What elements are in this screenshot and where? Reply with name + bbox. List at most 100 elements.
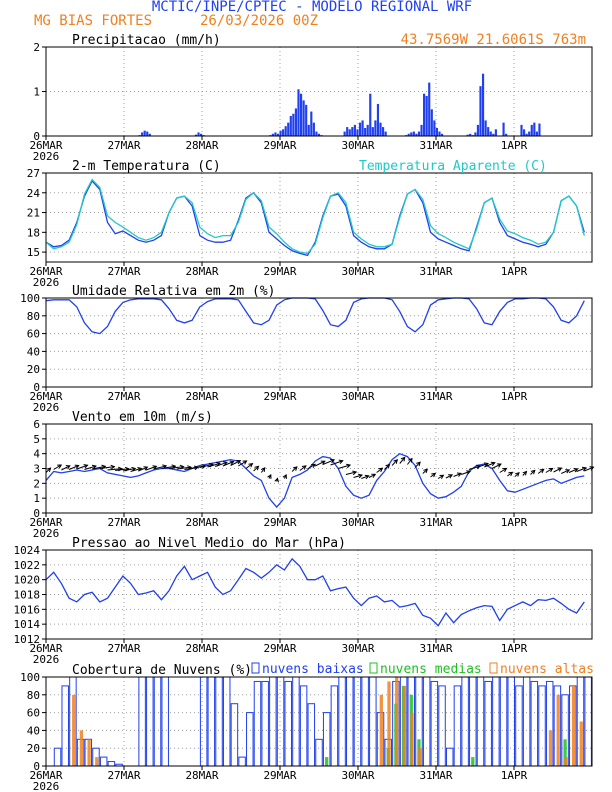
cloud-bar-low <box>515 685 523 767</box>
cloud-bar-low <box>369 676 377 767</box>
wind-arrow-head <box>229 460 235 465</box>
wind-arrow <box>76 464 88 470</box>
wind-arrow <box>537 468 544 474</box>
cloud-legend-box <box>369 662 378 674</box>
clouds-ytick-label: 80 <box>27 689 40 702</box>
precip-bar <box>361 120 364 136</box>
precip-bar <box>307 124 310 136</box>
wind-arrow <box>122 468 136 472</box>
pres-ytick-label: 1016 <box>14 603 41 616</box>
pres-xtick-label: 1APR <box>501 642 528 655</box>
wind-xtick-label: 29MAR <box>263 516 296 529</box>
wind-arrow <box>61 465 71 471</box>
rh-xtick-label: 31MAR <box>419 390 452 403</box>
precip-bar <box>317 133 321 136</box>
precip-bar <box>417 131 421 136</box>
wind-arrow-head <box>83 464 89 469</box>
clouds-xtick-label: 1APR <box>501 769 528 782</box>
temp-xtick-label: 1APR <box>501 265 528 278</box>
cloud-bar-high <box>79 730 84 766</box>
precip-bar <box>492 133 495 136</box>
precip-bar <box>310 111 313 136</box>
cloud-bar-low <box>461 676 469 767</box>
cloud-bar-low <box>492 676 500 767</box>
rh-ytick-label: 20 <box>27 363 40 376</box>
precip-bar <box>292 113 295 136</box>
wind-arrow-head <box>515 471 520 477</box>
precip-bar <box>489 131 492 136</box>
wind-arrow <box>161 465 176 469</box>
precip-bar <box>376 103 380 136</box>
pres-ytick-label: 1014 <box>14 618 41 631</box>
wind-arrow-head <box>236 460 242 465</box>
precip-bar <box>369 93 372 136</box>
wind-arrow-head <box>408 457 413 463</box>
wind-arrow-head <box>143 466 149 471</box>
precip-xtick-label: 1APR <box>501 139 528 152</box>
wind-arrow <box>353 474 363 478</box>
wind-arrow-head <box>364 474 370 480</box>
precip-bar <box>346 127 349 136</box>
cloud-bar-low <box>222 676 231 767</box>
wind-arrow-head <box>242 460 248 465</box>
cloud-bar-mid <box>325 757 329 766</box>
wind-arrow-head <box>378 467 384 473</box>
cloud-bar-low <box>276 676 285 767</box>
wind-arrow <box>291 466 298 472</box>
cloud-bar-low <box>530 680 539 767</box>
precip-bar <box>415 133 418 136</box>
rh-title: Umidade Relativa em 2m (%) <box>72 284 276 299</box>
cloud-bar-low <box>61 685 69 767</box>
cloud-bar-low <box>353 676 362 767</box>
wind-arrow-head <box>530 469 536 475</box>
pres-ytick-label: 1012 <box>14 633 41 646</box>
wind-title: Vento em 10m (m/s) <box>72 410 213 425</box>
wind-arrow <box>461 470 471 475</box>
wind-arrow <box>491 463 502 469</box>
precip-bar <box>423 93 426 136</box>
clouds-title: Cobertura de Nuvens (%) <box>72 663 252 678</box>
pres-xtick-label: 27MAR <box>107 642 140 655</box>
rh-series-line-0 <box>45 297 585 335</box>
wind-arrow-head <box>439 474 445 480</box>
wind-arrow <box>484 462 495 468</box>
precip-bar <box>528 131 531 136</box>
rh-ytick-label: 0 <box>33 381 40 394</box>
cloud-bar-low <box>430 680 439 767</box>
cloud-bar-low <box>453 685 462 767</box>
cloud-legend-box <box>251 662 260 674</box>
wind-arrow <box>445 474 453 479</box>
precip-bar <box>435 127 438 136</box>
precip-bar <box>520 124 523 136</box>
wind-arrow-head <box>565 469 571 474</box>
precip-bar <box>197 132 200 136</box>
wind-arrow-head <box>267 473 272 479</box>
cloud-bar-low <box>284 680 292 767</box>
wind-arrow-head <box>385 463 391 469</box>
wind-arrow-head <box>357 473 363 479</box>
wind-arrow <box>237 460 247 467</box>
wind-arrow-head <box>466 470 472 475</box>
wind-arrow-head <box>352 470 358 476</box>
wind-ytick-label: 5 <box>33 433 40 446</box>
precip-bar <box>533 122 536 136</box>
precip-bar <box>279 130 282 136</box>
wind-xtick-year: 2026 <box>33 527 60 540</box>
clouds-xtick-label: 27MAR <box>107 769 140 782</box>
precip-bar <box>466 134 469 136</box>
clouds-xtick-label: 29MAR <box>263 769 296 782</box>
cloud-bar-low <box>476 676 485 767</box>
wind-arrow-head <box>502 467 508 473</box>
wind-arrow <box>99 466 115 469</box>
wind-arrow-head <box>539 468 545 474</box>
cloud-bar-high <box>571 685 576 766</box>
precip-bar <box>502 122 505 136</box>
precip-bar <box>312 122 315 136</box>
wind-arrow <box>153 465 167 470</box>
rh-ytick-label: 40 <box>27 345 40 358</box>
precip-bar <box>420 124 423 136</box>
precip-bar <box>348 129 351 136</box>
pres-xtick-label: 29MAR <box>263 642 296 655</box>
precip-bar <box>384 131 387 136</box>
wind-arrow <box>253 465 259 472</box>
